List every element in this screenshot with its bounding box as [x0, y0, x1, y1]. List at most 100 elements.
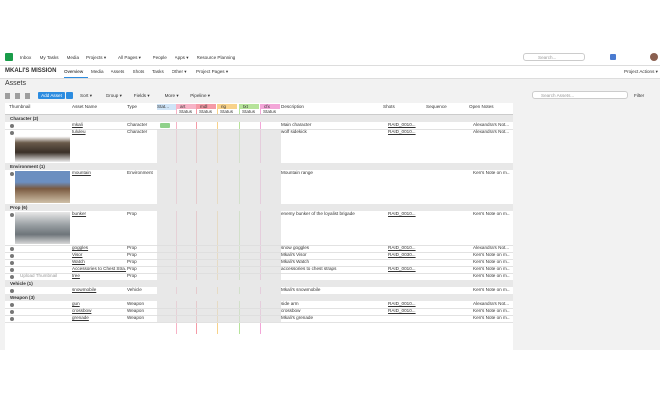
- nav-item[interactable]: All Pages ▾: [118, 54, 141, 60]
- shots[interactable]: RAID_0030...: [388, 252, 416, 257]
- add-button[interactable]: Add Asset: [38, 92, 65, 99]
- nav-item[interactable]: Projects ▾: [86, 54, 107, 60]
- project-tab[interactable]: Overview: [64, 69, 88, 78]
- asset-type: Weapon: [127, 301, 145, 306]
- status-gray: [157, 308, 281, 315]
- nav-item[interactable]: Resource Planning: [196, 54, 236, 60]
- toolbar-menu[interactable]: More ▾: [164, 93, 179, 98]
- open-notes[interactable]: Ken's Note on m...: [473, 287, 510, 292]
- column-header: Thumbnail: [9, 104, 31, 109]
- description: side arm: [281, 301, 299, 306]
- shots[interactable]: RAID_0010...: [388, 211, 416, 216]
- project-tab[interactable]: Tasks: [152, 69, 164, 74]
- project-tab[interactable]: Project Pages ▾: [196, 69, 229, 74]
- row-line: [5, 128, 513, 129]
- asset-name[interactable]: tululeu: [72, 129, 86, 134]
- open-notes[interactable]: Ken's Note on m...: [473, 211, 510, 216]
- view-icons: [5, 93, 33, 99]
- open-notes[interactable]: Alexandra's Not...: [473, 129, 510, 134]
- asset-name[interactable]: mkali: [72, 122, 83, 127]
- project-tab[interactable]: Media: [91, 69, 104, 74]
- toolbar-menu[interactable]: Group ▾: [105, 93, 122, 98]
- nav-item[interactable]: Inbox: [20, 54, 32, 60]
- open-notes[interactable]: Ken's Note on m...: [473, 315, 510, 320]
- project-tab[interactable]: Shots: [132, 69, 145, 74]
- open-notes[interactable]: Alexandra's Not...: [473, 122, 510, 127]
- shots[interactable]: RAID_0010...: [388, 129, 416, 134]
- toolbar-menu[interactable]: Fields ▾: [133, 93, 150, 98]
- toolbar-menu[interactable]: Pipeline ▾: [190, 93, 211, 98]
- row-icon: [10, 302, 14, 307]
- upload-thumbnail[interactable]: Upload Thumbnail: [20, 273, 58, 278]
- description: snow goggles: [281, 245, 310, 250]
- open-notes[interactable]: Ken's Note on m...: [473, 252, 510, 257]
- group-header[interactable]: Environment (1): [5, 163, 513, 170]
- open-notes[interactable]: Ken's Note on m...: [473, 259, 510, 264]
- project-actions[interactable]: Project Actions ▾: [624, 69, 658, 74]
- row-icon: [10, 260, 14, 265]
- asset-type: Weapon: [127, 308, 145, 313]
- nav-search[interactable]: Search...: [523, 53, 585, 61]
- project-tab[interactable]: Other ▾: [171, 69, 187, 74]
- nav-item[interactable]: People: [152, 54, 167, 60]
- asset-type: Prop: [127, 266, 137, 271]
- group-header[interactable]: Character (2): [5, 115, 513, 122]
- open-notes[interactable]: Ken's Note on m...: [473, 273, 510, 278]
- asset-name[interactable]: gun: [72, 301, 80, 306]
- description: Mkali's snowmobile: [281, 287, 321, 292]
- asset-name[interactable]: Accessories to Chest Stra...: [72, 266, 126, 271]
- open-notes[interactable]: Alexandra's Not...: [473, 301, 510, 306]
- group-header[interactable]: Weapon (3): [5, 294, 513, 301]
- add-dropdown[interactable]: [66, 92, 73, 99]
- nav-item[interactable]: Apps ▾: [174, 54, 189, 60]
- group-header[interactable]: Prop (6): [5, 204, 513, 211]
- description: accessories to chest straps: [281, 266, 337, 271]
- asset-name[interactable]: grenade: [72, 315, 89, 320]
- column-header: Shots: [383, 104, 395, 109]
- asset-type: Prop: [127, 211, 137, 216]
- description: Mkali's Visor: [281, 252, 307, 257]
- status-gray: [157, 301, 281, 308]
- shots[interactable]: RAID_0010...: [388, 266, 416, 271]
- description: Mountain range: [281, 170, 313, 175]
- status-gray: [157, 315, 281, 322]
- open-notes[interactable]: Ken's Note on m...: [473, 170, 510, 175]
- step-header: mdl: [197, 104, 216, 109]
- thumbnail: [15, 212, 70, 244]
- asset-name[interactable]: tree: [72, 273, 80, 278]
- asset-name[interactable]: goggles: [72, 245, 89, 250]
- open-notes[interactable]: Ken's Note on m...: [473, 308, 510, 313]
- asset-name[interactable]: Visor: [72, 252, 83, 257]
- shots[interactable]: RAID_0010...: [388, 301, 416, 306]
- asset-name[interactable]: Watch: [72, 259, 85, 264]
- nav-item[interactable]: My Tasks: [39, 54, 59, 60]
- nav-bar: [0, 50, 660, 66]
- assets-search[interactable]: Search Assets...: [532, 91, 628, 99]
- open-notes[interactable]: Alexandra's Not...: [473, 245, 510, 250]
- step-header: cfx: [261, 104, 280, 109]
- asset-type: Environment: [127, 170, 153, 175]
- row-icon: [10, 212, 14, 217]
- nav-item[interactable]: Media: [66, 54, 80, 60]
- asset-name[interactable]: snowmobile: [72, 287, 97, 292]
- asset-type: Vehicle: [127, 287, 142, 292]
- group-header[interactable]: Vehicle (1): [5, 280, 513, 287]
- row-icon: [10, 130, 14, 135]
- asset-name[interactable]: mountain: [72, 170, 91, 175]
- asset-type: Prop: [127, 252, 137, 257]
- step-header: txt: [240, 104, 259, 109]
- shots[interactable]: RAID_0010...: [388, 245, 416, 250]
- status-gray: [157, 287, 281, 294]
- shots[interactable]: RAID_0010...: [388, 308, 416, 313]
- asset-name[interactable]: crossbow: [72, 308, 92, 313]
- shots[interactable]: RAID_0010...: [388, 122, 416, 127]
- description: Main character: [281, 122, 312, 127]
- step-subheader: Status: [179, 109, 193, 114]
- filter-button[interactable]: Filter: [634, 93, 645, 98]
- toolbar-menu[interactable]: Sort ▾: [80, 93, 93, 98]
- status-gray: [157, 259, 281, 266]
- open-notes[interactable]: Ken's Note on m...: [473, 266, 510, 271]
- status-gray: [157, 129, 281, 163]
- asset-name[interactable]: bunker: [72, 211, 87, 216]
- project-tab[interactable]: Assets: [110, 69, 125, 74]
